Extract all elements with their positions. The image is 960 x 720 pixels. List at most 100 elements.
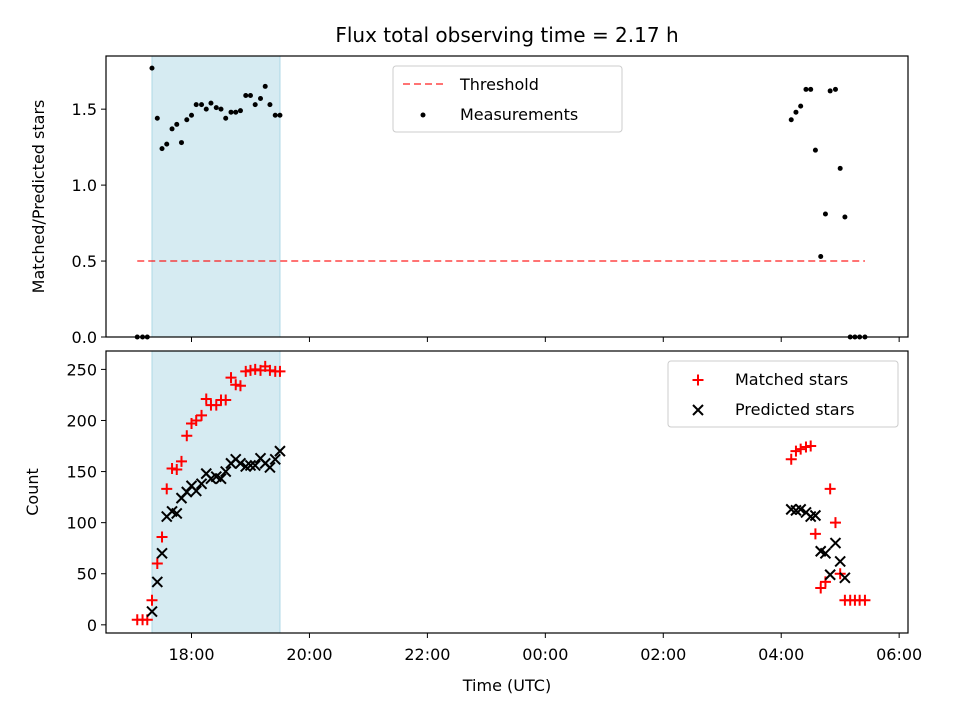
predicted-star-point [171,507,183,520]
matched-star-point [809,528,821,540]
predicted-star-point [829,537,842,549]
predicted-star-point [190,485,202,497]
predicted-star-point [220,465,232,478]
measurement-point [218,106,224,112]
predicted-star-point [264,461,276,474]
predicted-star-point [819,547,832,560]
y-tick-label: 0.0 [72,328,97,347]
matched-star-point [146,594,158,606]
axes-frame [105,350,909,634]
measurement-point [808,86,814,92]
x-tick-label: 00:00 [522,645,568,664]
matched-star-point [190,414,202,426]
bottom-panel-counts: 0 50 100 150 200 250 18:00 20:00 22:00 00:00 02:00… [23,350,922,695]
y-axis-label: Matched/Predicted stars [29,100,48,294]
measurement-point [842,214,848,220]
measurement-point [154,115,160,121]
chart-title: Flux total observing time = 2.17 h [335,23,678,47]
measurement-point [149,65,155,71]
y-tick-label: 1.5 [72,100,97,119]
matched-star-point [234,380,246,392]
measurement-point [169,126,175,132]
top-panel-ratio: 0.0 0.5 1.0 1.5 Matched/Predicted stars Thres… [29,55,909,347]
y-tick-label: 0 [87,616,97,635]
measurement-point [159,146,165,152]
axes-frame [105,55,909,338]
predicted-star-point [156,547,168,560]
measurement-point [277,112,283,118]
observing-interval-shade [151,55,281,338]
legend-top: Threshold Measurements [392,65,623,133]
x-tick-label: 22:00 [404,645,450,664]
legend-bottom: Matched stars Predicted stars [667,360,899,428]
y-tick-label: 1.0 [72,176,97,195]
measurement-point [189,112,195,118]
measurement-point [252,102,258,108]
predicted-star-point [794,503,807,516]
x-tick-label: 18:00 [168,645,214,664]
measurement-point [822,211,828,217]
predicted-star-point [195,478,208,490]
legend-measurements-swatch [420,112,426,118]
legend-box [392,65,623,133]
measurement-point [812,147,818,153]
legend-predicted-label: Predicted stars [735,400,855,419]
measurement-point [223,115,229,121]
y-tick-label: 200 [66,411,97,430]
measurement-point [818,253,824,259]
matched-star-point [166,463,178,474]
measurement-point [193,102,199,108]
predicted-star-point [146,605,158,618]
predicted-star-point [234,457,247,470]
measurement-point [237,108,243,114]
matched-star-point [859,594,871,606]
matched-star-point [264,364,276,376]
matched-star-point [785,453,797,465]
observing-interval-shade [151,350,281,634]
matched-star-point [200,393,212,405]
measurement-point [798,103,804,109]
predicted-star-point [809,509,822,522]
matched-star-point [829,517,841,529]
measurement-point [803,86,809,92]
measurement-point [267,102,273,108]
matched-star-point [225,372,237,384]
measurement-point [832,86,838,92]
matched-star-point [175,455,187,467]
measurement-point [178,140,184,146]
matched-star-point [274,365,286,377]
measurement-point [213,105,219,111]
x-tick-label: 02:00 [640,645,686,664]
measurement-point [243,92,249,98]
matched-star-point [790,445,802,457]
matched-star-point [824,483,836,495]
measurement-point [258,96,264,102]
matched-star-point [805,440,817,452]
measurement-point [837,165,843,171]
matched-star-point [795,443,807,455]
predicted-star-point [834,555,846,568]
x-tick-label: 04:00 [758,645,804,664]
measurement-point [272,112,278,118]
legend-threshold-label: Threshold [459,75,539,94]
measurement-point [199,102,205,108]
matched-star-point [240,365,252,377]
matched-star-point [171,464,183,476]
measurement-point [228,109,234,115]
measurement-point [793,109,799,115]
matched-star-point [181,430,193,442]
matched-star-point [244,364,256,376]
predicted-star-point [269,453,281,466]
x-tick-label: 20:00 [286,645,332,664]
matched-star-point [815,582,827,594]
y-tick-label: 50 [77,565,97,584]
measurement-point [203,106,209,112]
legend-predicted-swatch [692,404,704,416]
measurement-point [174,121,180,127]
matched-star-point [800,441,812,453]
predicted-star-point [839,572,851,584]
matched-star-point [156,531,168,543]
x-tick-label: 06:00 [876,645,922,664]
measurement-point [247,92,253,98]
